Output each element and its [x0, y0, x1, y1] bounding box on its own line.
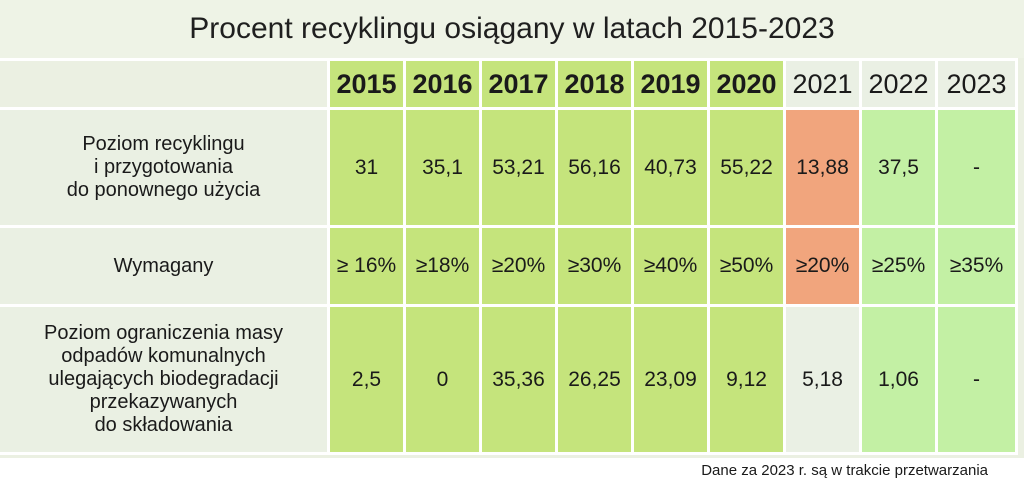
- label-line: i przygotowania: [94, 156, 233, 178]
- row-label-recycling: Poziom recyklingu i przygotowania do pon…: [0, 110, 330, 228]
- chart-title: Procent recyklingu osiągany w latach 201…: [0, 0, 1024, 58]
- cell-recycling-2020: 55,22: [710, 110, 786, 228]
- cell-biodegradable-2020: 9,12: [710, 307, 786, 455]
- cell-biodegradable-2022: 1,06: [862, 307, 938, 455]
- footnote: Dane za 2023 r. są w trakcie przetwarzan…: [701, 462, 988, 479]
- cell-required-2016: ≥18%: [406, 228, 482, 307]
- cell-required-2019: ≥40%: [634, 228, 710, 307]
- cell-recycling-2018: 56,16: [558, 110, 634, 228]
- cell-recycling-2021: 13,88: [786, 110, 862, 228]
- year-header-2022: 2022: [862, 58, 938, 110]
- year-header-2023: 2023: [938, 58, 1018, 110]
- cell-biodegradable-2021: 5,18: [786, 307, 862, 455]
- cell-recycling-2022: 37,5: [862, 110, 938, 228]
- cell-biodegradable-2018: 26,25: [558, 307, 634, 455]
- year-header-2020: 2020: [710, 58, 786, 110]
- year-header-2018: 2018: [558, 58, 634, 110]
- cell-recycling-2017: 53,21: [482, 110, 558, 228]
- cell-required-2023: ≥35%: [938, 228, 1018, 307]
- label-line: Poziom ograniczenia masy: [44, 322, 283, 344]
- row-label-required: Wymagany: [0, 228, 330, 307]
- cell-required-2022: ≥25%: [862, 228, 938, 307]
- label-line: Poziom recyklingu: [82, 133, 245, 155]
- year-header-2017: 2017: [482, 58, 558, 110]
- cell-recycling-2019: 40,73: [634, 110, 710, 228]
- cell-required-2015: ≥ 16%: [330, 228, 406, 307]
- cell-biodegradable-2019: 23,09: [634, 307, 710, 455]
- label-line: przekazywanych: [89, 391, 238, 413]
- cell-required-2018: ≥30%: [558, 228, 634, 307]
- cell-recycling-2015: 31: [330, 110, 406, 228]
- table-row-required: Wymagany ≥ 16% ≥18% ≥20% ≥30% ≥40% ≥50% …: [0, 228, 1018, 307]
- label-line: ulegających biodegradacji: [48, 368, 279, 390]
- cell-required-2020: ≥50%: [710, 228, 786, 307]
- cell-recycling-2023: -: [938, 110, 1018, 228]
- cell-required-2021: ≥20%: [786, 228, 862, 307]
- header-row: 2015 2016 2017 2018 2019 2020 2021 2022 …: [0, 58, 1018, 110]
- table-row-biodegradable: Poziom ograniczenia masy odpadów komunal…: [0, 307, 1018, 455]
- corner-cell: [0, 58, 330, 110]
- year-header-2019: 2019: [634, 58, 710, 110]
- label-line: odpadów komunalnych: [61, 345, 266, 367]
- recycling-table: 2015 2016 2017 2018 2019 2020 2021 2022 …: [0, 58, 1018, 455]
- year-header-2016: 2016: [406, 58, 482, 110]
- row-label-biodegradable: Poziom ograniczenia masy odpadów komunal…: [0, 307, 330, 455]
- year-header-2021: 2021: [786, 58, 862, 110]
- cell-required-2017: ≥20%: [482, 228, 558, 307]
- cell-biodegradable-2017: 35,36: [482, 307, 558, 455]
- cell-recycling-2016: 35,1: [406, 110, 482, 228]
- cell-biodegradable-2015: 2,5: [330, 307, 406, 455]
- cell-biodegradable-2023: -: [938, 307, 1018, 455]
- label-line: Wymagany: [113, 254, 214, 277]
- year-header-2015: 2015: [330, 58, 406, 110]
- label-line: do ponownego użycia: [66, 179, 261, 201]
- cell-biodegradable-2016: 0: [406, 307, 482, 455]
- table-row-recycling: Poziom recyklingu i przygotowania do pon…: [0, 110, 1018, 228]
- label-line: do składowania: [94, 414, 233, 436]
